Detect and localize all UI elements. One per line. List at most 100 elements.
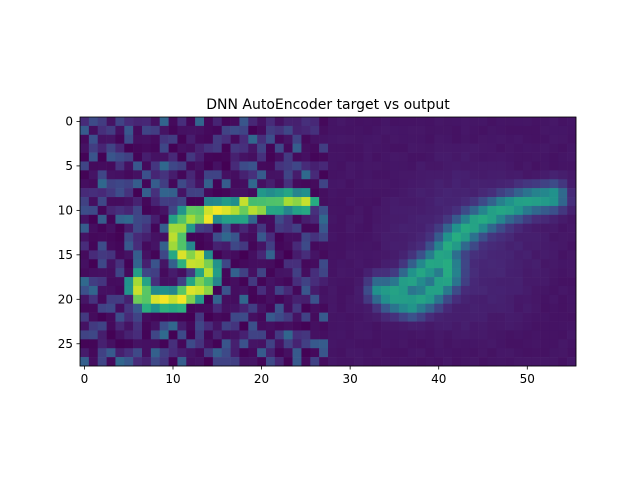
heatmap-cell [398, 277, 409, 287]
heatmap-cell [549, 330, 559, 340]
heatmap-cell [522, 223, 533, 233]
heatmap-cell [514, 259, 524, 269]
heatmap-cell [106, 152, 116, 162]
heatmap-cell [372, 125, 382, 136]
heatmap-cell [531, 339, 541, 349]
heatmap-cell [274, 197, 285, 207]
heatmap-cell [460, 205, 471, 216]
heatmap-cell [292, 170, 302, 180]
heatmap-cell [230, 268, 240, 278]
heatmap-cell [310, 188, 320, 198]
heatmap-cell [452, 259, 462, 269]
heatmap-cell [230, 285, 240, 296]
heatmap-cell [106, 294, 116, 305]
heatmap-cell [363, 294, 373, 305]
heatmap-cell [496, 125, 506, 136]
heatmap-cell [186, 348, 196, 358]
heatmap-cell [212, 170, 223, 180]
heatmap-cell [292, 312, 302, 322]
heatmap-cell [416, 134, 426, 144]
heatmap-cell [540, 179, 550, 189]
heatmap-cell [416, 125, 426, 136]
heatmap-cell [567, 117, 577, 127]
heatmap-cell [549, 205, 559, 216]
heatmap-cell [195, 188, 205, 198]
heatmap-cell [204, 188, 214, 198]
heatmap-cell [115, 117, 125, 127]
heatmap-cell [540, 205, 550, 216]
heatmap-cell [549, 348, 559, 358]
heatmap-cell [133, 188, 143, 198]
heatmap-cell [248, 357, 258, 367]
heatmap-cell [398, 117, 409, 127]
heatmap-cell [434, 134, 444, 144]
heatmap-cell [567, 259, 577, 269]
heatmap-cell [381, 268, 391, 278]
heatmap-cell [168, 241, 178, 251]
heatmap-cell [345, 179, 355, 189]
heatmap-cell [460, 232, 471, 242]
heatmap-cell [80, 259, 90, 269]
heatmap-cell [168, 232, 178, 242]
heatmap-cell [549, 277, 559, 287]
heatmap-cell [266, 277, 276, 287]
heatmap-cell [292, 303, 302, 313]
heatmap-cell [540, 303, 550, 313]
heatmap-cell [301, 277, 311, 287]
heatmap-cell [310, 205, 320, 216]
heatmap-cell [168, 330, 178, 340]
heatmap-cell [434, 357, 444, 367]
heatmap-cell [248, 277, 258, 287]
heatmap-cell [336, 179, 347, 189]
heatmap-cell [274, 250, 285, 260]
heatmap-cell [328, 179, 338, 189]
heatmap-cell [292, 285, 302, 296]
heatmap-cell [540, 348, 550, 358]
heatmap-cell [124, 303, 134, 313]
heatmap-cell [88, 152, 99, 162]
heatmap-cell [531, 268, 541, 278]
heatmap-cell [567, 232, 577, 242]
heatmap-cell [567, 179, 577, 189]
heatmap-cell [531, 143, 541, 153]
heatmap-cell [301, 268, 311, 278]
heatmap-cell [460, 294, 471, 305]
heatmap-cell [283, 330, 293, 340]
x-tick-label: 30 [343, 372, 358, 386]
heatmap-cell [195, 250, 205, 260]
heatmap-cell [257, 188, 267, 198]
heatmap-cell [354, 223, 364, 233]
heatmap-cell [487, 214, 497, 225]
heatmap-cell [425, 357, 435, 367]
heatmap-cell [416, 152, 426, 162]
heatmap-cell [407, 188, 417, 198]
heatmap-cell [150, 205, 161, 216]
heatmap-cell [460, 143, 471, 153]
heatmap-cell [469, 214, 479, 225]
heatmap-cell [434, 303, 444, 313]
heatmap-cell [186, 197, 196, 207]
heatmap-cell [177, 321, 187, 331]
heatmap-cell [434, 197, 444, 207]
heatmap-cell [398, 134, 409, 144]
heatmap-cell [381, 339, 391, 349]
heatmap-cell [274, 205, 285, 216]
heatmap-cell [212, 117, 223, 127]
heatmap-cell [301, 125, 311, 136]
heatmap-cell [177, 268, 187, 278]
heatmap-cell [301, 188, 311, 198]
heatmap-cell [80, 152, 90, 162]
heatmap-cell [221, 214, 231, 225]
heatmap-cell [230, 179, 240, 189]
heatmap-cell [328, 188, 338, 198]
heatmap-cell [80, 277, 90, 287]
heatmap-cell [124, 294, 134, 305]
heatmap-cell [88, 303, 99, 313]
heatmap-cell [505, 339, 515, 349]
heatmap-cell [292, 197, 302, 207]
heatmap-cell [425, 223, 435, 233]
heatmap-cell [487, 179, 497, 189]
heatmap-cell [522, 277, 533, 287]
heatmap-cell [177, 250, 187, 260]
heatmap-cell [88, 143, 99, 153]
